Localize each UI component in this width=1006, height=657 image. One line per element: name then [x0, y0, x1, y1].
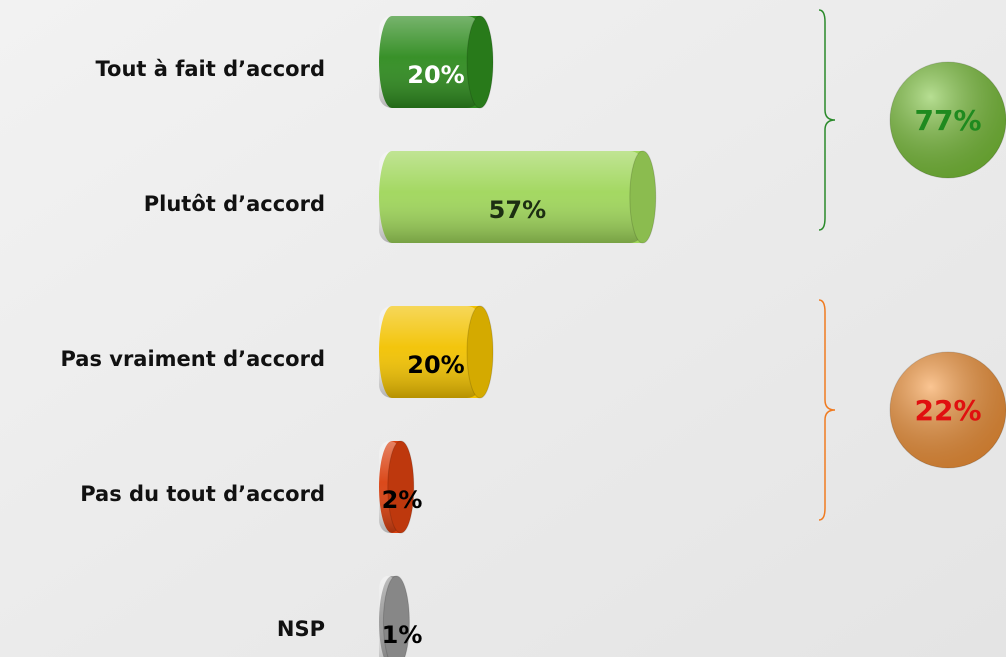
group-label: 22%	[914, 394, 981, 427]
category-label: Pas du tout d’accord	[80, 482, 325, 506]
bar-cap-right	[629, 150, 657, 244]
value-label: 57%	[489, 196, 546, 224]
category-label: NSP	[277, 617, 325, 641]
bar-cap-right	[466, 305, 494, 399]
category-label: Tout à fait d’accord	[96, 57, 326, 81]
value-label: 1%	[382, 621, 423, 649]
bar-cap-shade	[383, 576, 410, 657]
value-label: 20%	[407, 351, 464, 379]
bar-shine	[379, 151, 643, 243]
value-label: 2%	[382, 486, 423, 514]
bar-cap-shade	[467, 306, 493, 398]
category-label: Pas vraiment d’accord	[60, 347, 325, 371]
bar-cap-right	[387, 440, 415, 534]
bar-cap-shade	[387, 441, 414, 533]
category-label: Plutôt d’accord	[144, 192, 325, 216]
group-label: 77%	[914, 104, 981, 137]
group-brace	[818, 299, 836, 521]
group-circle-shine	[890, 352, 1006, 468]
group-brace	[818, 9, 836, 231]
bar-shine	[379, 16, 480, 108]
value-label: 20%	[407, 61, 464, 89]
bar-cap-shade	[629, 151, 656, 243]
bar-cap-right	[382, 575, 410, 657]
group-circle-shine	[890, 62, 1006, 178]
bar-cap-right	[466, 15, 494, 109]
bar-cap-shade	[467, 16, 493, 108]
bar-shine	[379, 306, 480, 398]
